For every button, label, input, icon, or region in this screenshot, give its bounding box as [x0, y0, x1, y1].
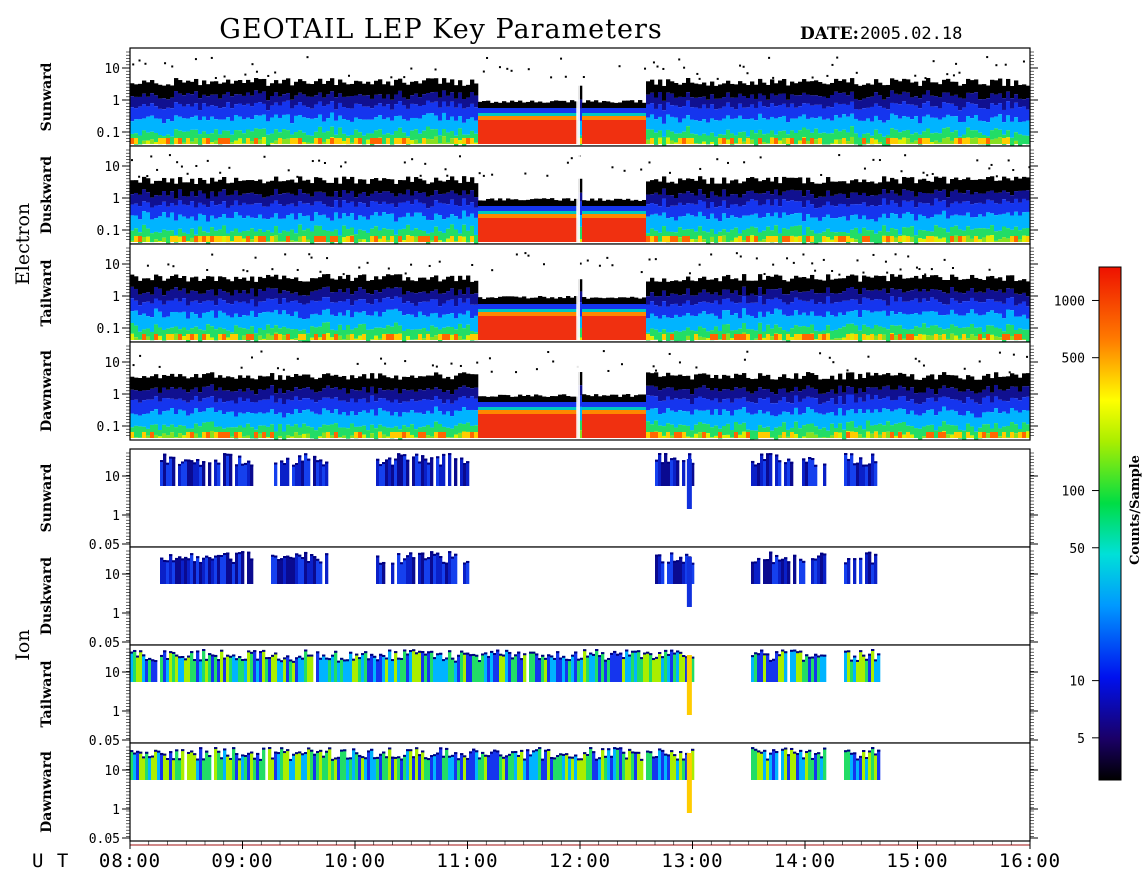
electron-group-label: Electron: [12, 203, 34, 285]
y-tick-label: 1: [112, 509, 120, 524]
x-tick-label: 11:00: [436, 850, 498, 872]
electron-panel-label: Dawnward: [39, 350, 55, 432]
ion-panel-dawnward: 10 1 0.05: [89, 742, 1038, 847]
group-labels: Sunward Duskward Tailward Dawnward Sunward Du…: [12, 62, 55, 832]
time-axis: U T 08:00 09:00 10:00 11:00 12:00 13:00 14:00 1…: [32, 841, 1061, 872]
y-tick-label: 1: [112, 705, 120, 720]
x-tick-label: 16:00: [999, 850, 1061, 872]
colorbar-tick-label: 5: [1077, 732, 1085, 747]
ion-panel-tailward: 10 1 0.05: [89, 644, 1038, 749]
y-tick-label: 0.1: [97, 420, 120, 435]
x-tick-label: 08:00: [99, 850, 161, 872]
x-tick-label: 09:00: [211, 850, 273, 872]
panel-background: [130, 449, 1030, 547]
y-tick-label: 10: [104, 568, 120, 583]
x-tick-label: 12:00: [549, 850, 611, 872]
colorbar-label: Counts/Sample: [1128, 455, 1142, 565]
y-tick-label: 0.05: [89, 832, 120, 847]
colorbar-tick-label: 1000: [1054, 294, 1085, 309]
colorbar-tick-label: 500: [1062, 352, 1085, 367]
panel-background: [130, 547, 1030, 645]
x-tick-label: 13:00: [661, 850, 723, 872]
ion-group-label: Ion: [12, 629, 34, 660]
y-tick-label: 1: [112, 388, 120, 403]
y-tick-label: 10: [104, 470, 120, 485]
y-tick-label: 0.1: [97, 224, 120, 239]
y-tick-label: 1: [112, 607, 120, 622]
x-axis-label: U T: [32, 850, 69, 872]
ion-panel-sunward: 10 1 0.05: [89, 448, 1038, 553]
y-tick-label: 10: [104, 62, 120, 77]
y-tick-label: 0.05: [89, 538, 120, 553]
y-tick-label: 0.1: [97, 322, 120, 337]
y-tick-label: 1: [112, 192, 120, 207]
electron-panel-label: Sunward: [39, 62, 55, 131]
colorbar-tick-label: 50: [1069, 542, 1085, 557]
electron-panel-duskward: 10 1 0.1: [97, 145, 1038, 245]
y-tick-label: 10: [104, 764, 120, 779]
y-tick-label: 1: [112, 290, 120, 305]
y-tick-label: 1: [112, 803, 120, 818]
spectrogram-panels: 1010.11010.11010.11010.11010.051010.0510…: [89, 47, 1038, 847]
colorbar-tick-label: 100: [1062, 485, 1085, 500]
electron-panel-dawnward: 10 1 0.1: [97, 341, 1038, 441]
electron-panel-label: Tailward: [39, 259, 55, 326]
ion-panel-label: Dawnward: [39, 751, 55, 833]
chart-title: GEOTAIL LEP Key Parameters: [219, 14, 663, 45]
y-tick-label: 10: [104, 160, 120, 175]
x-tick-label: 14:00: [774, 850, 836, 872]
ion-panel-label: Sunward: [39, 463, 55, 532]
y-tick-label: 0.05: [89, 734, 120, 749]
electron-panel-sunward: 10 1 0.1: [97, 47, 1038, 147]
y-tick-label: 0.1: [97, 126, 120, 141]
ion-panel-label: Duskward: [39, 557, 55, 635]
electron-panel-label: Duskward: [39, 156, 55, 234]
ion-panel-label: Tailward: [39, 660, 55, 727]
date-label: DATE:: [800, 24, 859, 44]
colorbar-tick-label: 10: [1069, 675, 1085, 690]
colorbar-scale: [1098, 266, 1122, 781]
y-tick-label: 0.05: [89, 636, 120, 651]
y-tick-label: 1: [112, 94, 120, 109]
y-tick-label: 10: [104, 356, 120, 371]
colorbar: Counts/Sample 1000 500 100 50 10 5: [1054, 266, 1142, 781]
y-tick-label: 10: [104, 258, 120, 273]
ion-panel-duskward: 10 1 0.05: [89, 546, 1038, 651]
date-value: 2005.02.18: [860, 24, 962, 44]
y-tick-label: 10: [104, 666, 120, 681]
x-tick-label: 15:00: [886, 850, 948, 872]
electron-panel-tailward: 10 1 0.1: [97, 243, 1038, 343]
x-tick-label: 10:00: [324, 850, 386, 872]
